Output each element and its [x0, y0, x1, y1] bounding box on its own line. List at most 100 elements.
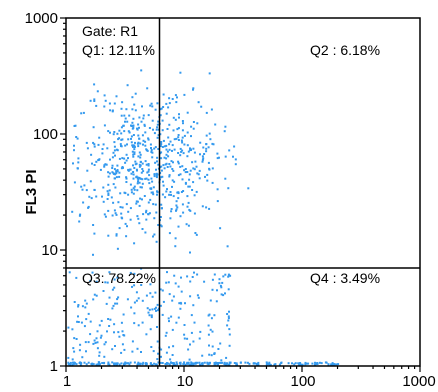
axis-ticks [60, 18, 420, 372]
scatter-point [208, 345, 210, 347]
scatter-point [179, 154, 181, 156]
scatter-point [240, 362, 242, 364]
scatter-point [126, 154, 128, 156]
scatter-point [167, 137, 169, 139]
scatter-point [166, 362, 168, 364]
scatter-point [224, 178, 226, 180]
scatter-point [107, 194, 109, 196]
scatter-point [114, 209, 116, 211]
scatter-point [80, 112, 82, 114]
scatter-point [103, 106, 105, 108]
scatter-point [175, 237, 177, 239]
scatter-point [89, 333, 91, 335]
scatter-point [118, 336, 120, 338]
scatter-point [154, 292, 156, 294]
scatter-point [138, 117, 140, 119]
scatter-point [137, 201, 139, 203]
scatter-point [139, 182, 141, 184]
scatter-point [232, 156, 234, 158]
scatter-point [138, 324, 140, 326]
scatter-point [101, 362, 103, 364]
scatter-point [185, 183, 187, 185]
scatter-point [214, 274, 216, 276]
scatter-point [157, 341, 159, 343]
scatter-point [160, 141, 162, 143]
scatter-point [150, 328, 152, 330]
scatter-point [117, 248, 119, 250]
quadrant-label-q1: Q1: 12.11% [82, 42, 155, 58]
scatter-point [140, 161, 142, 163]
scatter-point [175, 101, 177, 103]
scatter-point [212, 289, 214, 291]
scatter-point [177, 191, 179, 193]
scatter-point [150, 178, 152, 180]
scatter-point [123, 314, 125, 316]
scatter-point [156, 160, 158, 162]
scatter-point [85, 318, 87, 320]
scatter-point [182, 203, 184, 205]
scatter-point [127, 211, 129, 213]
scatter-point [109, 132, 111, 134]
scatter-point [100, 169, 102, 171]
scatter-point [156, 157, 158, 159]
scatter-point [115, 362, 117, 364]
scatter-point [148, 139, 150, 141]
scatter-point [214, 352, 216, 354]
scatter-point [188, 202, 190, 204]
scatter-point [208, 354, 210, 356]
scatter-point [205, 143, 207, 145]
scatter-point [167, 106, 169, 108]
scatter-point [217, 188, 219, 190]
scatter-point [116, 165, 118, 167]
scatter-point [153, 186, 155, 188]
scatter-point [114, 303, 116, 305]
scatter-point [210, 300, 212, 302]
scatter-point [112, 202, 114, 204]
scatter-point [77, 168, 79, 170]
scatter-point [166, 188, 168, 190]
scatter-point [155, 109, 157, 111]
scatter-point [189, 281, 191, 283]
scatter-point [73, 149, 75, 151]
scatter-point [140, 351, 142, 353]
scatter-point [196, 166, 198, 168]
scatter-point [121, 217, 123, 219]
scatter-point [208, 208, 210, 210]
scatter-point [162, 362, 164, 364]
scatter-point [93, 100, 95, 102]
scatter-point [139, 363, 141, 365]
scatter-point [206, 135, 208, 137]
scatter-point [182, 137, 184, 139]
scatter-point [220, 362, 222, 364]
scatter-point [144, 195, 146, 197]
scatter-point [201, 355, 203, 357]
scatter-point [175, 205, 177, 207]
scatter-point [153, 234, 155, 236]
scatter-point [121, 108, 123, 110]
scatter-point [174, 138, 176, 140]
scatter-point [83, 184, 85, 186]
scatter-point [205, 150, 207, 152]
scatter-point [197, 294, 199, 296]
scatter-point [88, 341, 90, 343]
scatter-point [172, 179, 174, 181]
scatter-point [84, 325, 86, 327]
scatter-point [119, 158, 121, 160]
scatter-point [202, 205, 204, 207]
scatter-point [99, 324, 101, 326]
scatter-point [163, 301, 165, 303]
scatter-point [182, 120, 184, 122]
scatter-point [120, 213, 122, 215]
scatter-point [166, 332, 168, 334]
x-tick-label: 1000 [402, 373, 435, 390]
scatter-point [75, 125, 77, 127]
scatter-point [114, 177, 116, 179]
scatter-point [217, 157, 219, 159]
scatter-point [122, 343, 124, 345]
scatter-point [121, 101, 123, 103]
scatter-point [180, 302, 182, 304]
scatter-point [139, 166, 141, 168]
scatter-point [179, 166, 181, 168]
scatter-point [116, 235, 118, 237]
scatter-point [86, 142, 88, 144]
